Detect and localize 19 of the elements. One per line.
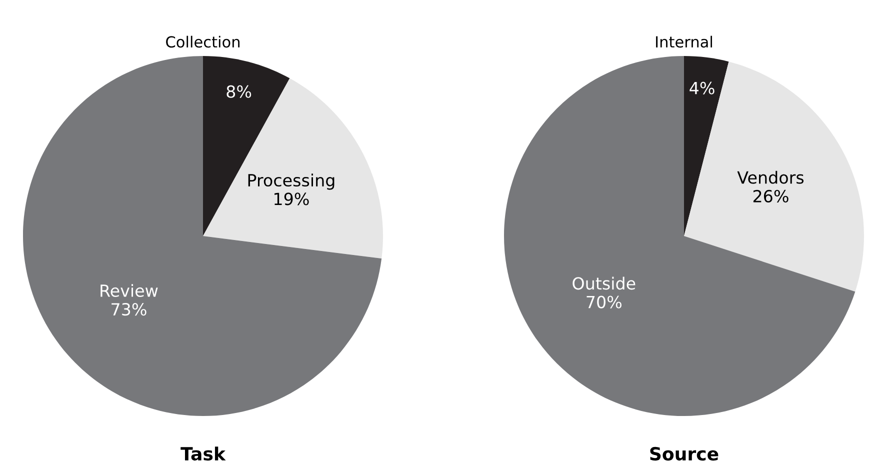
slice-label: Outside (572, 276, 636, 290)
slice-label: Processing (248, 174, 334, 190)
pie-slice (504, 56, 856, 416)
pie-slice (684, 62, 864, 292)
slice-label: Review (100, 284, 158, 297)
data-label: 73% (112, 303, 146, 316)
data-label: 8% (226, 85, 252, 98)
text: Source (650, 446, 718, 461)
slice-label: Collection (166, 36, 240, 48)
data-label: 26% (753, 190, 788, 202)
data-label: 70% (586, 296, 622, 308)
pie-slice (684, 56, 729, 236)
data-label: 4% (690, 82, 714, 94)
pie-slice (23, 56, 382, 416)
slice-label: Vendors (737, 170, 804, 184)
pie-slice (203, 78, 383, 259)
data-label: 19% (274, 192, 309, 206)
text: Task (180, 446, 226, 461)
slice-label: Internal (656, 36, 712, 48)
